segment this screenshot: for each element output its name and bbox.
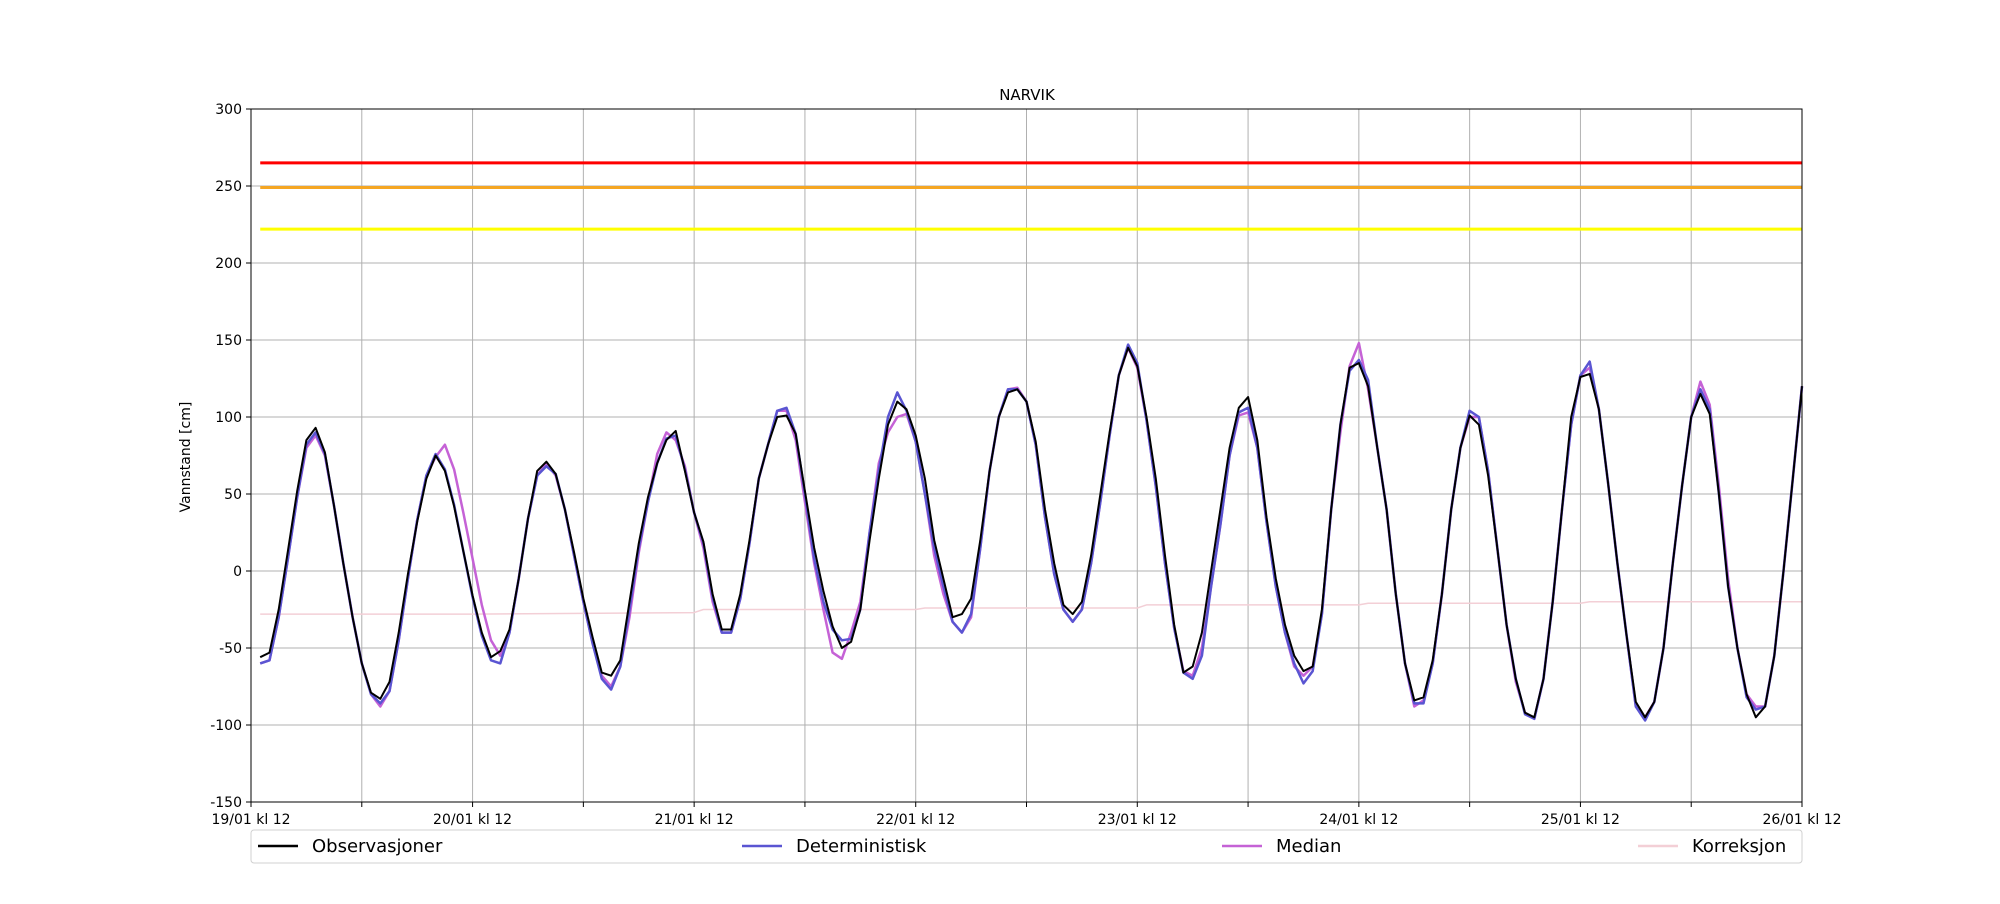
legend-box	[250, 829, 1803, 864]
y-tick-label: 50	[224, 487, 242, 503]
legend-label: Deterministisk	[796, 836, 927, 857]
x-tick-label: 23/01 kl 12	[1098, 812, 1177, 828]
y-axis-label: Vannstand [cm]	[178, 402, 194, 513]
x-axis: 19/01 kl 12 20/01 kl 12 21/01 kl 12 22/01 k…	[211, 802, 1842, 828]
x-tick-label: 20/01 kl 12	[433, 812, 512, 828]
y-tick-label: 250	[215, 179, 242, 195]
legend-label: Observasjoner	[312, 836, 443, 857]
legend: Observasjoner Deterministisk Median Korreks…	[250, 829, 1803, 864]
y-tick-label: -150	[210, 795, 242, 811]
y-tick-label: -50	[219, 641, 242, 657]
legend-label: Median	[1276, 836, 1341, 857]
x-tick-label: 25/01 kl 12	[1541, 812, 1620, 828]
x-tick-label: 24/01 kl 12	[1319, 812, 1398, 828]
y-tick-label: 0	[233, 564, 242, 580]
y-axis: -150 -100 -50 0 50 100 150 200 250 300	[210, 102, 251, 811]
y-tick-label: 100	[215, 410, 242, 426]
series-line-deterministisk	[259, 343, 1804, 722]
x-tick-label: 26/01 kl 12	[1762, 812, 1841, 828]
threshold-lines	[260, 161, 1802, 231]
x-tick-label: 21/01 kl 12	[655, 812, 734, 828]
y-tick-label: 200	[215, 256, 242, 272]
chart-title: NARVIK	[999, 86, 1056, 104]
grid	[250, 108, 1803, 803]
legend-label: Korreksjon	[1692, 836, 1786, 857]
series-lines	[259, 341, 1804, 722]
y-tick-label: -100	[210, 718, 242, 734]
x-tick-label: 22/01 kl 12	[876, 812, 955, 828]
x-tick-label: 19/01 kl 12	[211, 812, 290, 828]
y-tick-label: 150	[215, 333, 242, 349]
y-tick-label: 300	[215, 102, 242, 118]
series-line-korreksjon	[260, 601, 1802, 615]
series-line-observasjoner	[259, 346, 1803, 719]
series-line-median	[259, 341, 1804, 721]
